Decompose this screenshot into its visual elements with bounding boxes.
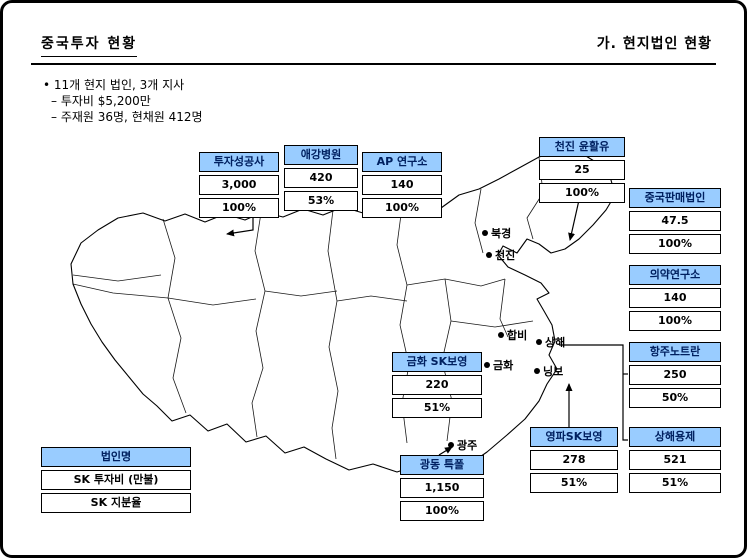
company-box: 항주노트란 250 50% — [629, 342, 721, 408]
city-dot-icon — [484, 362, 490, 368]
company-box: 상해용제 521 51% — [629, 427, 721, 493]
city-label: 닝보 — [543, 365, 564, 378]
city-marker-tianjin: 천진 — [486, 247, 515, 263]
company-share: 100% — [362, 198, 442, 218]
company-name: 애강병원 — [284, 145, 358, 165]
company-investment: 220 — [392, 375, 482, 395]
company-investment: 140 — [629, 288, 721, 308]
company-name: 금화 SK보영 — [392, 352, 482, 372]
company-share: 50% — [629, 388, 721, 408]
city-dot-icon — [486, 252, 492, 258]
city-dot-icon — [536, 339, 542, 345]
company-box: 광동 특폴 1,150 100% — [400, 455, 484, 521]
city-dot-icon — [534, 368, 540, 374]
company-box: 의약연구소 140 100% — [629, 265, 721, 331]
company-name: 상해용제 — [629, 427, 721, 447]
company-box: 투자성공사 3,000 100% — [199, 152, 279, 218]
company-box: 금화 SK보영 220 51% — [392, 352, 482, 418]
company-name: 항주노트란 — [629, 342, 721, 362]
legend-box: 법인명 SK 투자비 (만불) SK 지분율 — [41, 447, 191, 513]
header-divider — [31, 63, 716, 65]
summary-block: • 11개 현지 법인, 3개 지사 – 투자비 $5,200만 – 주재원 3… — [43, 77, 203, 125]
city-marker-beijing: 북경 — [482, 225, 511, 241]
section-title: 가. 현지법인 현황 — [596, 36, 712, 52]
company-name: 중국판매법인 — [629, 188, 721, 208]
legend-row-investment: SK 투자비 (만불) — [41, 470, 191, 490]
city-dot-icon — [448, 442, 454, 448]
city-label: 금화 — [493, 359, 514, 372]
company-name: 영파SK보영 — [530, 427, 618, 447]
page-title: 중국투자 현황 — [41, 33, 138, 57]
company-share: 53% — [284, 191, 358, 211]
company-box: 영파SK보영 278 51% — [530, 427, 618, 493]
company-investment: 47.5 — [629, 211, 721, 231]
city-marker-shanghai: 상해 — [536, 334, 565, 350]
city-label: 북경 — [491, 227, 512, 240]
summary-line-3: – 주재원 36명, 현채원 412명 — [51, 110, 203, 124]
company-share: 100% — [199, 198, 279, 218]
city-marker-jinhua: 금화 — [484, 357, 513, 373]
company-name: 광동 특폴 — [400, 455, 484, 475]
company-share: 100% — [629, 234, 721, 254]
company-investment: 3,000 — [199, 175, 279, 195]
company-investment: 250 — [629, 365, 721, 385]
company-share: 100% — [400, 501, 484, 521]
company-box: 천진 윤활유 25 100% — [539, 137, 625, 203]
summary-line-1: • 11개 현지 법인, 3개 지사 — [43, 78, 185, 92]
city-marker-hefei: 합비 — [498, 327, 527, 343]
city-marker-guangzhou: 광주 — [448, 437, 477, 453]
company-name: 투자성공사 — [199, 152, 279, 172]
legend-row-share: SK 지분율 — [41, 493, 191, 513]
company-share: 51% — [629, 473, 721, 493]
city-dot-icon — [482, 230, 488, 236]
company-name: 의약연구소 — [629, 265, 721, 285]
company-share: 100% — [539, 183, 625, 203]
company-box: 중국판매법인 47.5 100% — [629, 188, 721, 254]
city-label: 합비 — [507, 329, 528, 342]
city-dot-icon — [498, 332, 504, 338]
company-investment: 521 — [629, 450, 721, 470]
company-box: 애강병원 420 53% — [284, 145, 358, 211]
company-share: 100% — [629, 311, 721, 331]
legend-header: 법인명 — [41, 447, 191, 467]
summary-line-2: – 투자비 $5,200만 — [51, 94, 151, 108]
city-label: 상해 — [545, 336, 566, 349]
company-box: AP 연구소 140 100% — [362, 152, 442, 218]
company-name: AP 연구소 — [362, 152, 442, 172]
company-share: 51% — [392, 398, 482, 418]
city-label: 천진 — [495, 249, 516, 262]
city-label: 광주 — [457, 439, 478, 452]
company-investment: 278 — [530, 450, 618, 470]
company-investment: 420 — [284, 168, 358, 188]
company-name: 천진 윤활유 — [539, 137, 625, 157]
company-investment: 140 — [362, 175, 442, 195]
company-investment: 25 — [539, 160, 625, 180]
city-marker-ningbo: 닝보 — [534, 363, 563, 379]
company-investment: 1,150 — [400, 478, 484, 498]
company-share: 51% — [530, 473, 618, 493]
